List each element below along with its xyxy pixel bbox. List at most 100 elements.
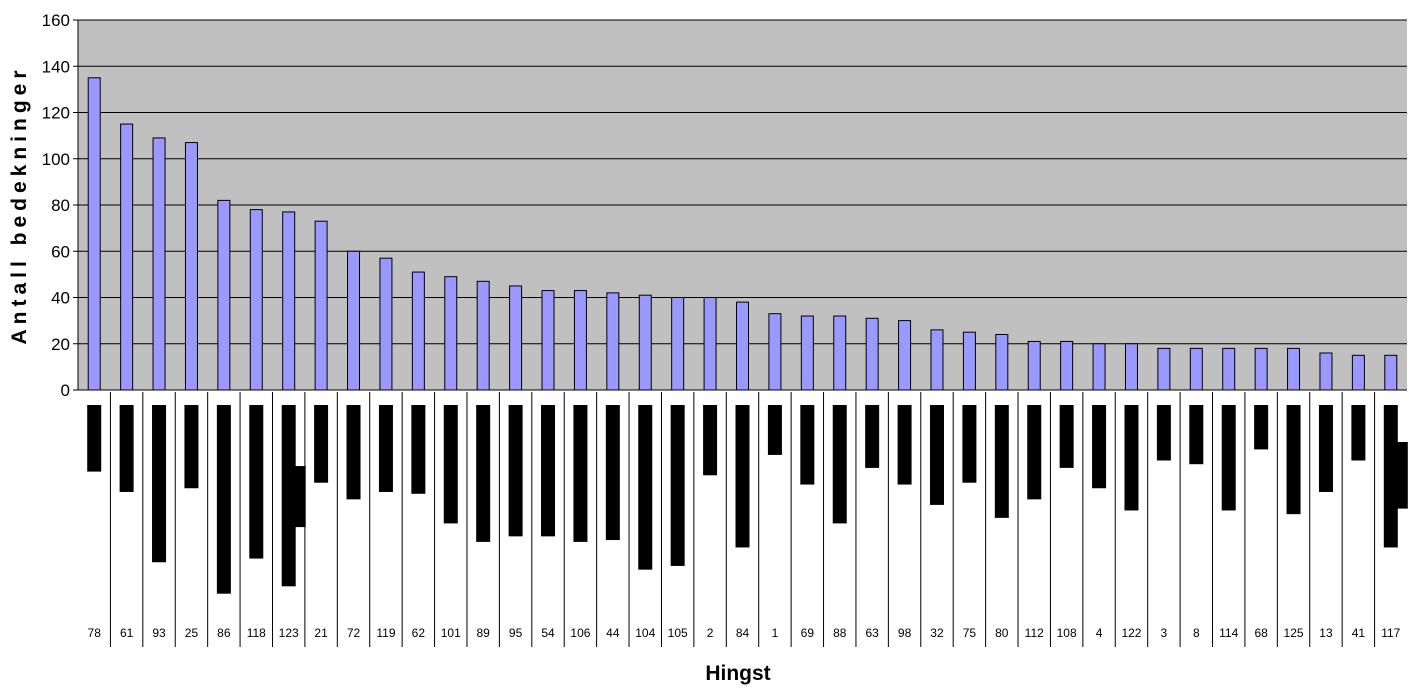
lower-bar <box>735 405 750 548</box>
bar <box>282 211 296 391</box>
category-label: 117 <box>1381 626 1400 640</box>
bar <box>476 280 490 391</box>
category-label: 119 <box>376 626 395 640</box>
bar <box>833 315 847 391</box>
category-label: 2 <box>707 626 714 640</box>
lower-bar <box>476 405 491 542</box>
lower-bar <box>508 405 523 537</box>
category-label: 86 <box>217 626 231 640</box>
bar <box>411 271 425 391</box>
lower-bar <box>800 405 815 485</box>
bar <box>1027 340 1041 391</box>
lower-bar <box>1318 405 1333 492</box>
category-label: 88 <box>833 626 847 640</box>
bar <box>865 317 879 391</box>
category-label: 63 <box>865 626 879 640</box>
lower-bar <box>314 405 329 483</box>
category-label: 54 <box>541 626 555 640</box>
category-label: 78 <box>88 626 102 640</box>
category-label: 105 <box>668 626 688 640</box>
y-tick-label: 40 <box>51 289 70 308</box>
lower-bar <box>962 405 977 483</box>
bar <box>573 290 587 391</box>
bar <box>347 250 361 391</box>
lower-bar <box>411 405 426 494</box>
category-label: 8 <box>1193 626 1200 640</box>
category-label: 44 <box>606 626 620 640</box>
category-label: 125 <box>1284 626 1304 640</box>
category-labels: 78 61 93 25 86 118 123 21 72 119 62 101 89 95 54 106 44 1… <box>88 626 1401 640</box>
y-tick-label: 20 <box>51 335 70 354</box>
category-label: 21 <box>314 626 328 640</box>
category-label: 25 <box>185 626 199 640</box>
bar <box>1222 347 1236 391</box>
bar <box>1157 347 1171 391</box>
category-label: 75 <box>963 626 977 640</box>
bar <box>314 220 328 391</box>
lower-bar <box>346 405 361 500</box>
category-label: 4 <box>1096 626 1103 640</box>
lower-bar <box>1092 405 1107 489</box>
category-label: 104 <box>635 626 655 640</box>
bar <box>249 209 263 391</box>
lower-bar <box>1059 405 1074 468</box>
bar <box>87 77 101 391</box>
lower-bar <box>1124 405 1139 511</box>
lower-bar <box>1286 405 1301 515</box>
lower-bar <box>1254 405 1269 450</box>
bar <box>1319 352 1333 391</box>
bar <box>152 137 166 391</box>
bar <box>703 297 717 391</box>
y-tick-label: 100 <box>42 150 70 169</box>
lower-bar <box>249 405 264 559</box>
category-label: 108 <box>1057 626 1077 640</box>
bar <box>1384 354 1398 391</box>
y-tick-label: 80 <box>51 196 70 215</box>
category-label: 93 <box>152 626 166 640</box>
bar <box>1254 347 1268 391</box>
lower-bar <box>573 405 588 542</box>
bar <box>671 297 685 391</box>
lower-bar <box>865 405 880 468</box>
bar <box>1092 343 1106 391</box>
y-tick-label: 120 <box>42 104 70 123</box>
y-tick-label: 140 <box>42 57 70 76</box>
lower-bar <box>605 405 620 541</box>
bar <box>509 285 523 391</box>
lower-bar <box>703 405 718 476</box>
bar <box>541 290 555 391</box>
category-label: 89 <box>477 626 491 640</box>
bar <box>736 301 749 391</box>
lower-bar <box>1156 405 1171 461</box>
bar <box>379 257 393 391</box>
lower-bar <box>1351 405 1366 461</box>
category-label: 1 <box>772 626 779 640</box>
bar <box>768 313 782 391</box>
category-label: 3 <box>1161 626 1168 640</box>
lower-bar <box>281 405 296 587</box>
gridlines <box>78 19 1407 345</box>
category-label: 95 <box>509 626 523 640</box>
lower-bar <box>929 405 944 505</box>
category-label: 112 <box>1025 626 1044 640</box>
lower-bar <box>1383 405 1398 548</box>
y-axis-ticks: 0 20 40 60 80 100 120 140 160 <box>42 11 78 400</box>
x-axis-title: Hingst <box>705 662 770 685</box>
bar <box>1287 347 1301 391</box>
category-label: 123 <box>279 626 299 640</box>
y-tick-label: 60 <box>51 242 70 261</box>
lower-bar <box>1221 405 1236 511</box>
bar <box>1189 347 1203 391</box>
bar <box>217 199 231 391</box>
bar <box>1351 354 1365 391</box>
category-label: 122 <box>1121 626 1141 640</box>
lower-bar <box>1027 405 1042 500</box>
bar <box>898 320 912 391</box>
category-label: 68 <box>1254 626 1268 640</box>
lower-bar <box>378 405 393 492</box>
bar <box>1124 343 1138 391</box>
category-label: 72 <box>347 626 361 640</box>
bar <box>962 331 976 391</box>
lower-bar <box>994 405 1009 518</box>
